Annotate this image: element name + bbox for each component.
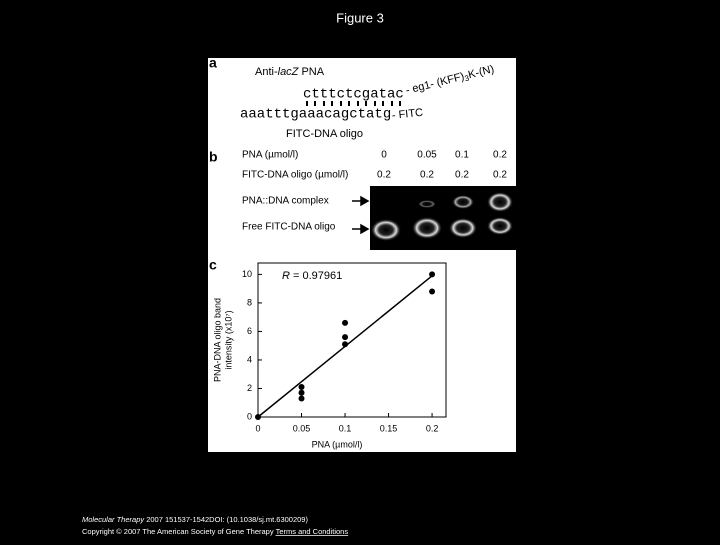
lane-value: 0.2 <box>420 170 434 181</box>
panel-label: a <box>209 55 217 71</box>
citation: Molecular Therapy 2007 151537-1542DOI: (… <box>82 515 308 524</box>
text: lacZ <box>278 66 300 78</box>
text: Copyright © 2007 The American Society of… <box>82 527 276 536</box>
band-label: Free FITC-DNA oligo <box>242 222 336 233</box>
pna-sequence: ctttctcgatac <box>303 87 404 103</box>
y-tick-label: 4 <box>247 354 252 364</box>
lane-value: 0.2 <box>493 170 507 181</box>
base-pairing <box>306 101 401 106</box>
dna-modification: - FITC <box>391 107 423 122</box>
gel-bands <box>371 192 513 241</box>
y-tick-label: 10 <box>242 269 252 279</box>
row-label: FITC-DNA oligo (µmol/l) <box>242 170 348 181</box>
lane-value: 0.2 <box>455 170 469 181</box>
arrows <box>352 195 370 235</box>
text: PNA <box>298 66 324 78</box>
y-tick-label: 8 <box>247 297 252 307</box>
data-point <box>342 334 349 341</box>
lane-value: 0.05 <box>417 150 437 161</box>
x-tick-label: 0.2 <box>426 423 439 433</box>
plot-frame <box>257 262 447 418</box>
lane-value: 0.2 <box>377 170 391 181</box>
y-tick-label: 2 <box>247 383 252 393</box>
x-tick-label: 0.1 <box>339 423 352 433</box>
data-point <box>342 341 349 348</box>
x-axis-label: PNA (µmol/l) <box>312 439 363 449</box>
text: 3 <box>464 73 471 83</box>
lane-value: 0.1 <box>455 150 469 161</box>
y-axis-label: intensity (x10⁷) <box>223 310 233 369</box>
copyright: Copyright © 2007 The American Society of… <box>82 527 348 536</box>
figure-panel <box>208 58 516 452</box>
text: = 0.97961 <box>290 270 342 282</box>
y-tick-label: 6 <box>247 326 252 336</box>
band-label: PNA::DNA complex <box>242 196 329 207</box>
data-point <box>342 319 349 326</box>
y-tick-label: 0 <box>247 411 252 421</box>
x-tick-label: 0.15 <box>380 423 398 433</box>
panel-label: b <box>209 149 218 165</box>
text: 2007 151537-1542DOI: (10.1038/sj.mt.6300… <box>144 515 308 524</box>
x-tick-label: 0 <box>255 423 260 433</box>
dna-sequence: aaatttgaaacagctatg <box>240 107 391 123</box>
data-point <box>429 271 436 278</box>
panel-a-title: Anti-lacZ PNA <box>255 66 325 78</box>
slide-title: Figure 3 <box>336 10 384 25</box>
panel-label: c <box>209 257 217 273</box>
text: R <box>282 270 290 282</box>
x-tick-label: 0.05 <box>293 423 311 433</box>
y-axis-label: PNA-DNA oligo band <box>212 298 222 382</box>
terms-link[interactable]: Terms and Conditions <box>276 527 349 536</box>
row-label: PNA (µmol/l) <box>242 150 298 161</box>
data-point <box>298 384 305 391</box>
dna-label: FITC-DNA oligo <box>286 128 363 140</box>
data-point <box>298 389 305 396</box>
text: Anti- <box>255 66 278 78</box>
annotation: R = 0.97961 <box>282 270 342 282</box>
data-point <box>429 288 436 295</box>
lane-values: 0 0.05 0.1 0.2 0.2 0.2 0.2 0.2 <box>377 150 507 181</box>
lane-value: 0.2 <box>493 150 507 161</box>
data-point <box>255 414 261 420</box>
data-point <box>298 395 305 402</box>
text: Molecular Therapy <box>82 515 145 524</box>
lane-value: 0 <box>381 150 387 161</box>
scatter-plot: 0 0.05 0.1 0.15 0.2 0 2 4 6 8 10 PNA (µmol/l) PNA-DN… <box>212 262 447 449</box>
